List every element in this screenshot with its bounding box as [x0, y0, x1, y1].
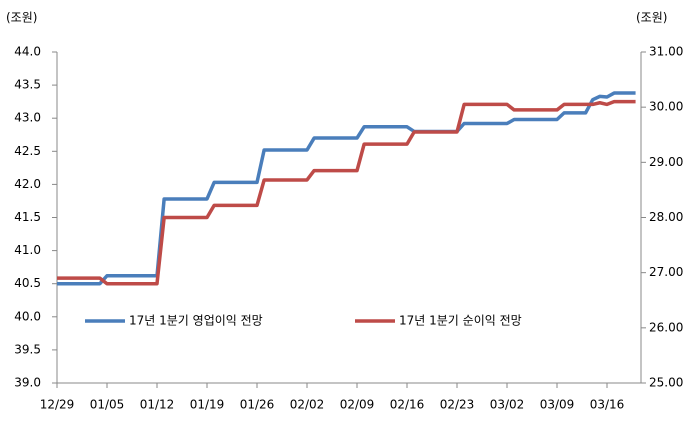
x-tick-label: 03/09	[540, 398, 575, 412]
y2-tick-label: 27.00	[649, 265, 683, 279]
y-tick-label: 42.5	[14, 144, 41, 158]
x-tick-label: 02/09	[340, 398, 375, 412]
x-tick-label: 01/26	[240, 398, 275, 412]
y-tick-label: 41.0	[14, 243, 41, 257]
x-tick-label: 01/05	[90, 398, 125, 412]
y-tick-label: 41.5	[14, 210, 41, 224]
y2-tick-label: 30.00	[649, 100, 683, 114]
y-tick-label: 40.0	[14, 309, 41, 323]
x-tick-label: 02/16	[390, 398, 425, 412]
y2-tick-label: 29.00	[649, 155, 683, 169]
x-tick-label: 12/29	[40, 398, 75, 412]
y-tick-label: 42.0	[14, 177, 41, 191]
y-tick-label: 40.5	[14, 276, 41, 290]
x-tick-label: 03/16	[590, 398, 625, 412]
x-tick-label: 01/12	[140, 398, 175, 412]
y2-tick-label: 25.00	[649, 376, 683, 390]
legend-label: 17년 1분기 영업이익 전망	[129, 314, 263, 328]
y2-axis-label: (조원)	[636, 11, 667, 25]
y-tick-label: 44.0	[14, 45, 41, 59]
series-line	[57, 91, 636, 286]
y-tick-label: 39.5	[14, 342, 41, 356]
x-tick-label: 02/02	[290, 398, 325, 412]
series-line	[57, 99, 636, 286]
y-tick-label: 39.0	[14, 376, 41, 390]
y-axis-label: (조원)	[6, 11, 37, 25]
y-tick-label: 43.0	[14, 111, 41, 125]
y-tick-label: 43.5	[14, 78, 41, 92]
x-tick-label: 02/23	[440, 398, 475, 412]
x-tick-label: 01/19	[190, 398, 225, 412]
y2-tick-label: 28.00	[649, 210, 683, 224]
y2-tick-label: 31.00	[649, 45, 683, 59]
y2-tick-label: 26.00	[649, 320, 683, 334]
legend-label: 17년 1분기 순이익 전망	[399, 314, 522, 328]
x-tick-label: 03/02	[490, 398, 525, 412]
